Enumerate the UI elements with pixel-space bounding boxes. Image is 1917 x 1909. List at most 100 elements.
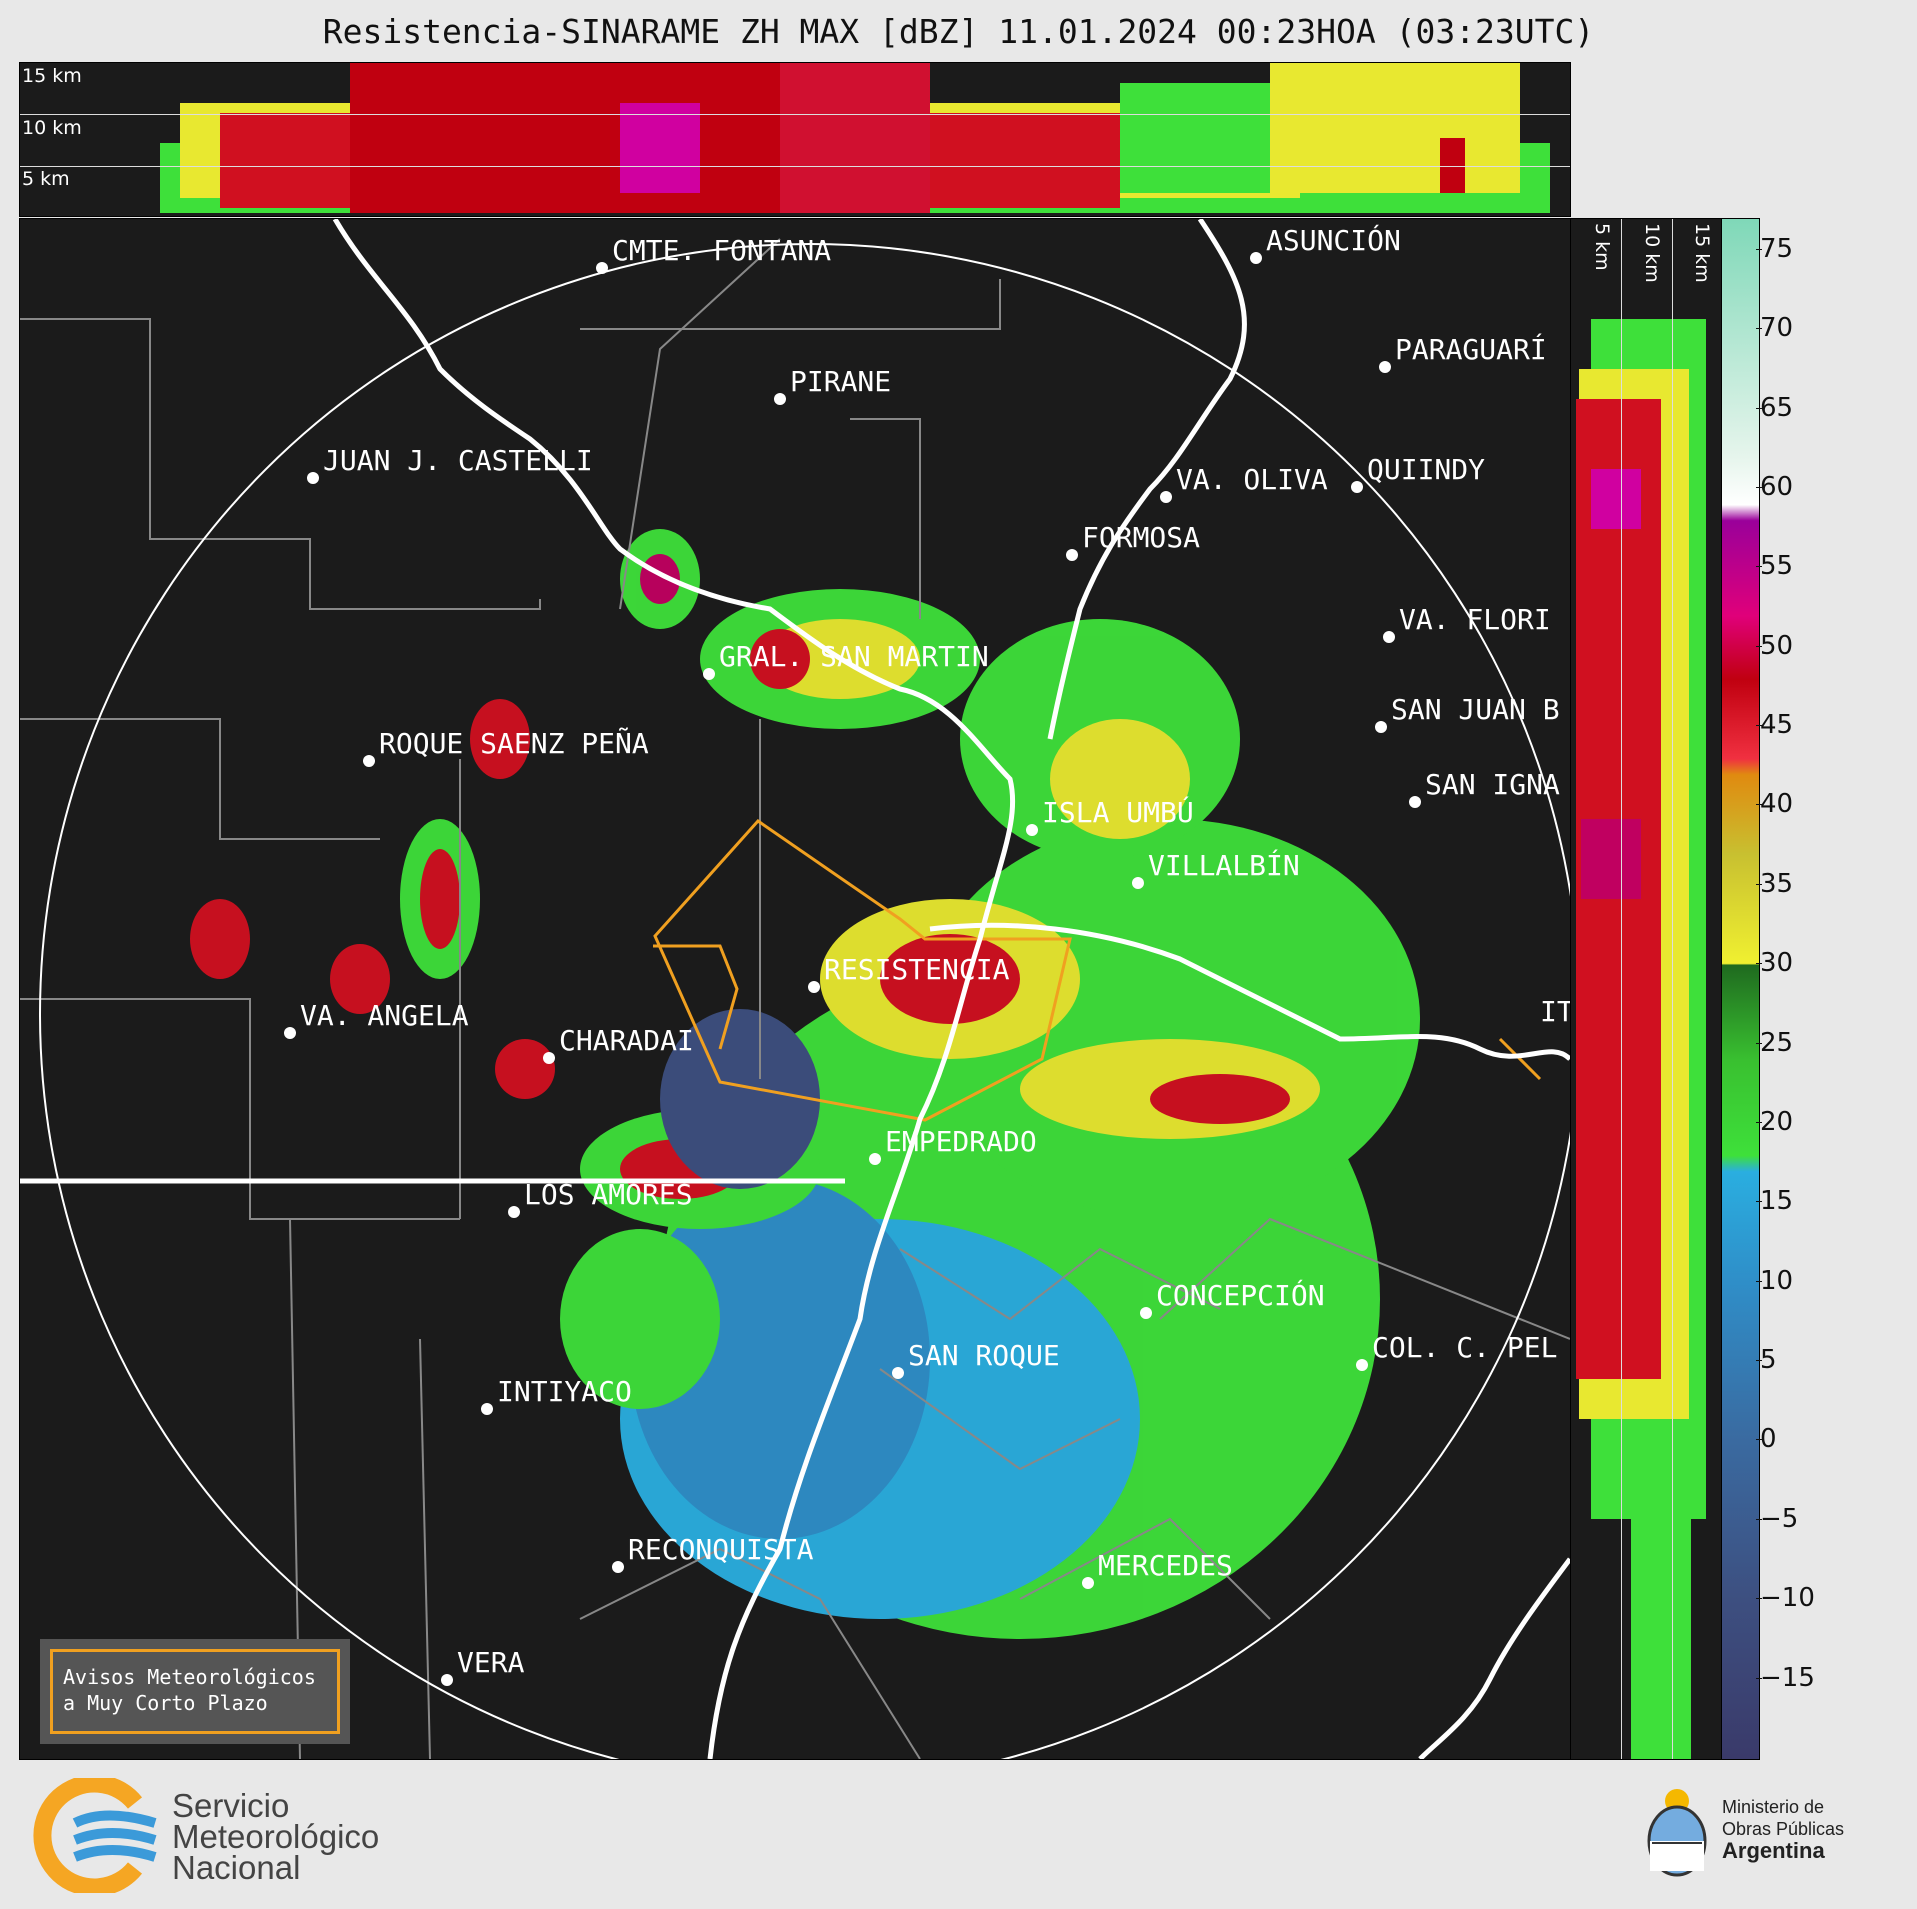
- warning-polygon-inner: [653, 944, 739, 1050]
- city-name: INTIYACO: [497, 1375, 632, 1408]
- radar-title: Resistencia-SINARAME ZH MAX [dBZ] 11.01.…: [322, 12, 1595, 51]
- rivers-and-borders: [20, 219, 1570, 1759]
- city-dot: [612, 1561, 624, 1573]
- city-dot: [1383, 631, 1395, 643]
- colorbar-tick-label: 65: [1755, 392, 1794, 423]
- side-label-10km: 10 km: [1641, 223, 1663, 283]
- city-dot: [1379, 361, 1391, 373]
- colorbar-tick-label: 10: [1755, 1265, 1794, 1296]
- warning-polygon: [653, 819, 1072, 1122]
- warnings-legend-line1: Avisos Meteorológicos: [63, 1665, 316, 1689]
- radar-range-ring: [39, 243, 1570, 1759]
- warnings-legend-box: Avisos Meteorológicos a Muy Corto Plazo: [40, 1639, 350, 1744]
- colorbar-tick-label: 30: [1755, 948, 1794, 979]
- smn-line3: Nacional: [172, 1849, 301, 1886]
- colorbar-tick-label: 70: [1755, 313, 1794, 344]
- side-label-15km: 15 km: [1691, 223, 1713, 283]
- ministry-logo-text: Ministerio de Obras Públicas Argentina: [1722, 1796, 1844, 1862]
- city-name: CMTE. FONTANA: [612, 234, 832, 267]
- top-label-10km: 10 km: [22, 117, 82, 139]
- top-label-15km: 15 km: [22, 65, 82, 87]
- city-dot: [1375, 721, 1387, 733]
- city-name: PIRANE: [790, 365, 892, 398]
- city-dot: [1132, 877, 1144, 889]
- top-cross-section-panel: 15 km 10 km 5 km: [19, 62, 1571, 217]
- side-gridline-5km: [1621, 219, 1622, 1759]
- city-name: GRAL. SAN MARTIN: [719, 640, 989, 673]
- city-dot: [543, 1052, 555, 1064]
- side-label-5km: 5 km: [1591, 223, 1613, 271]
- city-dot: [774, 393, 786, 405]
- city-name: SAN ROQUE: [908, 1339, 1060, 1372]
- city-dot: [1140, 1307, 1152, 1319]
- city-dot: [1409, 796, 1421, 808]
- city-dot: [596, 262, 608, 274]
- colorbar-tick-label: 15: [1755, 1186, 1794, 1217]
- city-name: PARAGUARÍ: [1395, 333, 1547, 366]
- colorbar-tick-label: 50: [1755, 630, 1794, 661]
- city-name: RECONQUISTA: [628, 1533, 814, 1566]
- radar-map-canvas: [20, 219, 1570, 1759]
- smn-logo-icon: [33, 1778, 157, 1893]
- city-name: VA. OLIVA: [1176, 463, 1328, 496]
- city-name: SAN IGNA: [1425, 768, 1560, 801]
- warnings-legend-line2: a Muy Corto Plazo: [63, 1691, 268, 1715]
- city-name: IT: [1540, 995, 1571, 1028]
- city-name: ROQUE SAENZ PEÑA: [379, 727, 649, 760]
- city-dot: [808, 981, 820, 993]
- colorbar-tick-label: 45: [1755, 710, 1794, 741]
- top-gridline-10km: [20, 114, 1570, 115]
- colorbar-tick-label: 25: [1755, 1027, 1794, 1058]
- city-name: FORMOSA: [1082, 521, 1201, 554]
- colorbar-tick-label: 55: [1755, 551, 1794, 582]
- smn-line2: Meteorológico: [172, 1818, 380, 1855]
- colorbar-tick-label: 20: [1755, 1106, 1794, 1137]
- city-dot: [441, 1674, 453, 1686]
- dbz-colorbar: [1721, 218, 1760, 1760]
- coat-of-arms-icon: [1647, 1789, 1707, 1877]
- ministry-line1: Ministerio de: [1722, 1797, 1825, 1817]
- city-dot: [284, 1027, 296, 1039]
- city-name: MERCEDES: [1098, 1549, 1233, 1582]
- colorbar-tick-label: 75: [1755, 233, 1794, 264]
- colorbar-tick-label: −10: [1756, 1583, 1815, 1614]
- city-name: COL. C. PEL: [1372, 1331, 1558, 1364]
- side-gridline-10km: [1672, 219, 1673, 1759]
- colorbar-tick-label: −15: [1756, 1662, 1815, 1693]
- city-name: RESISTENCIA: [824, 953, 1010, 986]
- city-dot: [869, 1153, 881, 1165]
- colorbar-tick-label: 35: [1755, 868, 1794, 899]
- ministry-line3: Argentina: [1722, 1838, 1825, 1863]
- city-dot: [1351, 481, 1363, 493]
- warning-polygon-edge: [1498, 1037, 1542, 1081]
- city-dot: [1082, 1577, 1094, 1589]
- colorbar-tick-label: −5: [1755, 1503, 1799, 1534]
- city-name: LOS AMORES: [524, 1178, 693, 1211]
- city-name: SAN JUAN B: [1391, 693, 1560, 726]
- city-name: ISLA UMBÚ: [1042, 796, 1194, 829]
- city-dot: [1250, 252, 1262, 264]
- city-name: CHARADAI: [559, 1024, 694, 1057]
- city-dot: [1026, 824, 1038, 836]
- warnings-legend-frame: Avisos Meteorológicos a Muy Corto Plazo: [50, 1649, 340, 1734]
- side-echo-field: [1576, 319, 1706, 1759]
- colorbar-tick-label: 0: [1756, 1424, 1777, 1455]
- radar-map-panel: CMTE. FONTANA ASUNCIÓN PARAGUARÍ PIRANE …: [19, 218, 1571, 1760]
- top-echo-field: [160, 63, 1550, 213]
- city-dot: [1356, 1359, 1368, 1371]
- city-name: QUIINDY: [1367, 453, 1486, 486]
- city-dot: [363, 755, 375, 767]
- city-name: ASUNCIÓN: [1266, 224, 1401, 257]
- side-cross-section-panel: 5 km 10 km 15 km: [1570, 218, 1722, 1760]
- city-dot: [1066, 549, 1078, 561]
- city-name: CONCEPCIÓN: [1156, 1279, 1325, 1312]
- city-name: VA. FLORI: [1399, 603, 1551, 636]
- colorbar-tick-label: 60: [1755, 471, 1794, 502]
- province-boundaries: [20, 238, 1570, 1759]
- city-dot: [892, 1367, 904, 1379]
- ministry-line2: Obras Públicas: [1722, 1819, 1845, 1839]
- city-name: EMPEDRADO: [885, 1125, 1037, 1158]
- city-dot: [703, 668, 715, 680]
- city-name: VILLALBÍN: [1148, 849, 1300, 882]
- top-gridline-5km: [20, 166, 1570, 167]
